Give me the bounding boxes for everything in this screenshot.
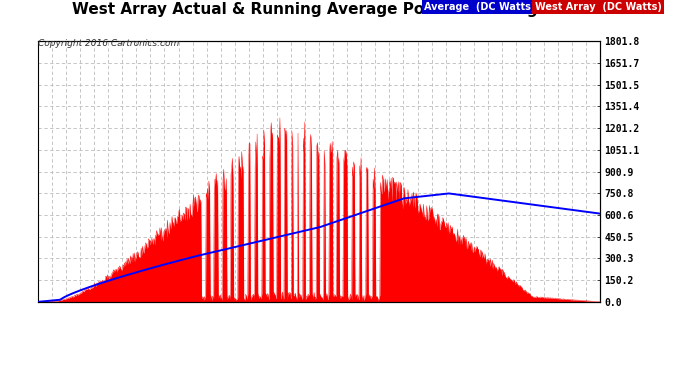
- Text: Copyright 2016 Cartronics.com: Copyright 2016 Cartronics.com: [38, 39, 179, 48]
- Text: West Array  (DC Watts): West Array (DC Watts): [535, 2, 662, 12]
- Text: West Array Actual & Running Average Power Wed Aug 10 19:57: West Array Actual & Running Average Powe…: [72, 2, 618, 17]
- Text: Average  (DC Watts): Average (DC Watts): [424, 2, 535, 12]
